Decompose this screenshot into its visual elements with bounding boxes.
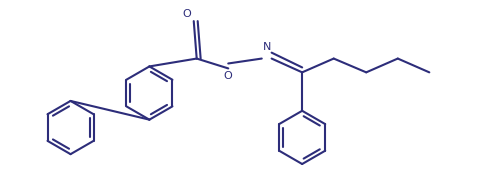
Text: O: O	[224, 71, 233, 81]
Text: N: N	[263, 42, 271, 52]
Text: O: O	[182, 9, 191, 19]
